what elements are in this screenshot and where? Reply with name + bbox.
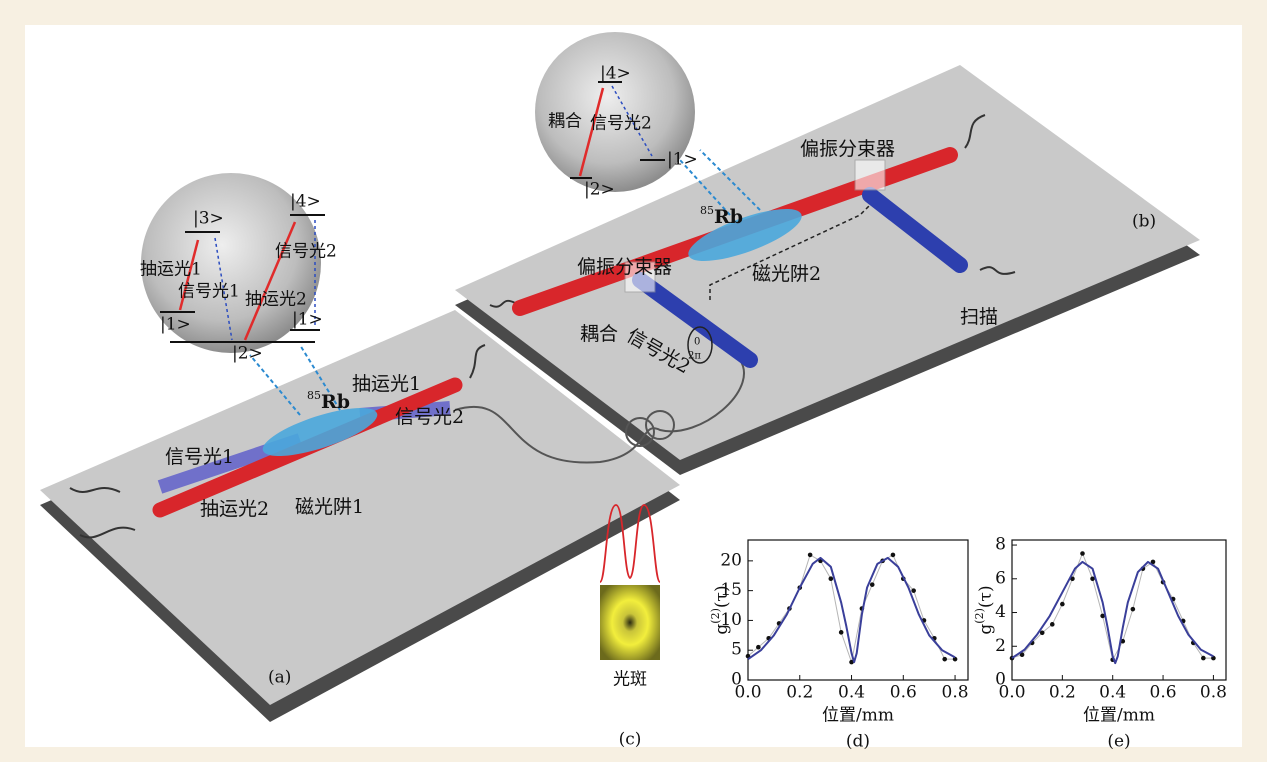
x-tick-label: 0.2 — [1049, 683, 1076, 703]
beam-label: 抽运光1 — [140, 260, 202, 280]
y-label-rest: (τ) — [712, 585, 732, 608]
x-tick-label: 0.0 — [734, 683, 761, 703]
data-point — [942, 657, 947, 662]
mot-label: 磁光阱1 — [295, 496, 364, 518]
level-label: |3> — [193, 209, 224, 229]
beam-label: 耦合 — [548, 112, 582, 132]
level-label: |4> — [600, 64, 631, 84]
beam-label: 信号光2 — [590, 114, 652, 134]
spot-label: 光斑 — [613, 670, 647, 690]
data-point — [911, 588, 916, 593]
pbs-label: 偏振分束器 — [577, 256, 672, 278]
x-tick-label: 0.4 — [838, 683, 865, 703]
rb-symbol: Rb — [321, 391, 350, 413]
x-tick-label: 0.8 — [942, 683, 969, 703]
pbs-label: 偏振分束器 — [800, 138, 895, 160]
y-label-base: g — [712, 624, 732, 635]
beam-label: 信号光1 — [165, 446, 234, 468]
data-point — [756, 645, 761, 650]
beam-label: 耦合 — [580, 323, 618, 345]
y-tick-label: 20 — [720, 550, 742, 570]
page: |3> |4> 抽运光1 信号光1 抽运光2 信号光2 |1> |1> |2> … — [0, 0, 1267, 758]
mot-label: 磁光阱2 — [752, 263, 821, 285]
data-point — [829, 576, 834, 581]
beam-splitter — [855, 160, 885, 190]
data-point — [891, 553, 896, 558]
x-tick-label: 0.8 — [1200, 683, 1227, 703]
phase-label: 2π — [688, 351, 701, 362]
y-tick-label: 2 — [995, 636, 1006, 656]
x-tick-label: 0.4 — [1099, 683, 1126, 703]
y-tick-label: 4 — [995, 602, 1006, 622]
y-label-base: g — [976, 624, 996, 635]
data-point — [1060, 602, 1065, 607]
scan-label: 扫描 — [960, 306, 998, 328]
level-label: |1> — [292, 310, 323, 330]
data-point — [808, 553, 813, 558]
data-point — [870, 582, 875, 587]
level-label: |1> — [667, 150, 698, 170]
y-tick-label: 5 — [731, 640, 742, 660]
x-tick-label: 0.6 — [890, 683, 917, 703]
data-point — [1201, 656, 1206, 661]
y-label-sup: (2) — [973, 608, 986, 624]
phase-label: 0 — [694, 337, 700, 348]
beam-label: 信号光2 — [395, 406, 464, 428]
panel-label: (e) — [1107, 732, 1130, 752]
data-point — [1131, 607, 1136, 612]
x-tick-label: 0.6 — [1150, 683, 1177, 703]
x-tick-label: 0.0 — [998, 683, 1025, 703]
beam-label: 抽运光1 — [352, 373, 421, 395]
level-label: |2> — [584, 180, 615, 200]
beam-spot — [600, 585, 660, 660]
beam-label: 抽运光2 — [245, 290, 307, 310]
level-label: |1> — [160, 315, 191, 335]
data-point — [1050, 622, 1055, 627]
level-label: |2> — [232, 344, 263, 364]
panel-label: (a) — [268, 668, 291, 688]
beam-label: 信号光2 — [275, 242, 337, 262]
figure: |3> |4> 抽运光1 信号光1 抽运光2 信号光2 |1> |1> |2> … — [0, 0, 1267, 758]
rb-mass: 85 — [307, 389, 321, 402]
rb-symbol: Rb — [714, 206, 743, 228]
rb-mass: 85 — [700, 204, 714, 217]
y-label-rest: (τ) — [976, 585, 996, 608]
x-axis-label: 位置/mm — [1083, 706, 1155, 726]
panel-label: (d) — [846, 732, 870, 752]
data-point — [1080, 551, 1085, 556]
beam-label: 抽运光2 — [200, 498, 269, 520]
panel-label: (b) — [1132, 212, 1156, 232]
x-tick-label: 0.2 — [786, 683, 813, 703]
beam-label: 信号光1 — [178, 282, 240, 302]
x-axis-label: 位置/mm — [822, 706, 894, 726]
level-label: |4> — [290, 192, 321, 212]
y-tick-label: 6 — [995, 568, 1006, 588]
y-tick-label: 8 — [995, 535, 1006, 555]
data-point — [839, 630, 844, 635]
y-label-sup: (2) — [709, 608, 722, 624]
panel-label: (c) — [619, 730, 642, 750]
